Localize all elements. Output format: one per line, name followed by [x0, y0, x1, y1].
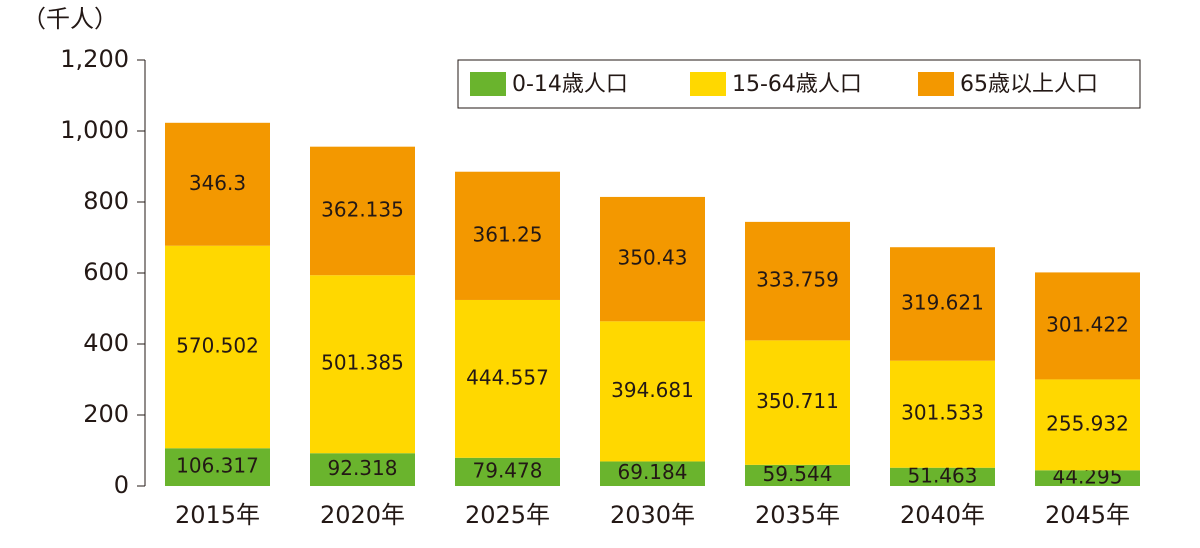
value-label: 570.502: [176, 333, 259, 357]
bar-segment: [455, 171, 560, 300]
legend-swatch: [470, 72, 506, 96]
x-tick-label: 2015年: [175, 501, 260, 529]
y-tick-label: 1,200: [60, 45, 129, 73]
bar-segment: [600, 321, 705, 462]
value-label: 79.478: [473, 458, 543, 482]
bar-segment: [310, 146, 415, 276]
value-label: 350.711: [756, 389, 839, 413]
bar-segment: [165, 245, 270, 449]
value-label: 301.422: [1046, 312, 1129, 336]
legend-label: 0-14歳人口: [512, 72, 628, 97]
bar-segment: [600, 461, 705, 486]
legend-label: 15-64歳人口: [732, 72, 862, 97]
y-axis-label: （千人）: [22, 5, 118, 33]
bar-segment: [1035, 379, 1140, 471]
bar-segment: [745, 464, 850, 486]
bar-segment: [455, 299, 560, 458]
value-label: 301.533: [901, 401, 984, 425]
y-tick-label: 200: [83, 400, 129, 428]
value-label: 362.135: [321, 197, 404, 221]
value-label: 501.385: [321, 351, 404, 375]
y-tick-label: 800: [83, 187, 129, 215]
bar-segment: [745, 340, 850, 465]
y-tick-label: 0: [114, 471, 129, 499]
legend-swatch: [918, 72, 954, 96]
legend-swatch: [690, 72, 726, 96]
y-tick-label: 600: [83, 258, 129, 286]
bar-segment: [600, 196, 705, 322]
x-tick-label: 2030年: [610, 501, 695, 529]
x-tick-label: 2025年: [465, 501, 550, 529]
value-label: 69.184: [618, 460, 688, 484]
y-tick-label: 1,000: [60, 116, 129, 144]
value-label: 319.621: [901, 290, 984, 314]
bar-segment: [310, 453, 415, 486]
value-label: 394.681: [611, 378, 694, 402]
bar-segment: [165, 122, 270, 246]
x-tick-label: 2045年: [1045, 501, 1130, 529]
value-label: 92.318: [328, 456, 398, 480]
value-label: 444.557: [466, 365, 549, 389]
x-tick-label: 2040年: [900, 501, 985, 529]
value-label: 255.932: [1046, 411, 1129, 435]
bar-segment: [1035, 470, 1140, 486]
x-tick-label: 2035年: [755, 501, 840, 529]
value-label: 333.759: [756, 268, 839, 292]
value-label: 350.43: [618, 246, 688, 270]
bar-segment: [890, 467, 995, 486]
bar-segment: [310, 275, 415, 454]
x-tick-label: 2020年: [320, 501, 405, 529]
bar-segment: [745, 221, 850, 341]
legend-box: [457, 59, 1141, 109]
bar-segment: [455, 457, 560, 486]
value-label: 361.25: [473, 222, 543, 246]
bar-segment: [1035, 272, 1140, 380]
legend-label: 65歳以上人口: [960, 72, 1098, 97]
bar-segment: [165, 448, 270, 486]
y-tick-label: 400: [83, 329, 129, 357]
value-label: 59.544: [763, 462, 833, 486]
value-label: 106.317: [176, 454, 259, 478]
bar-segment: [890, 360, 995, 468]
bar-segment: [890, 247, 995, 361]
value-label: 346.3: [189, 171, 246, 195]
